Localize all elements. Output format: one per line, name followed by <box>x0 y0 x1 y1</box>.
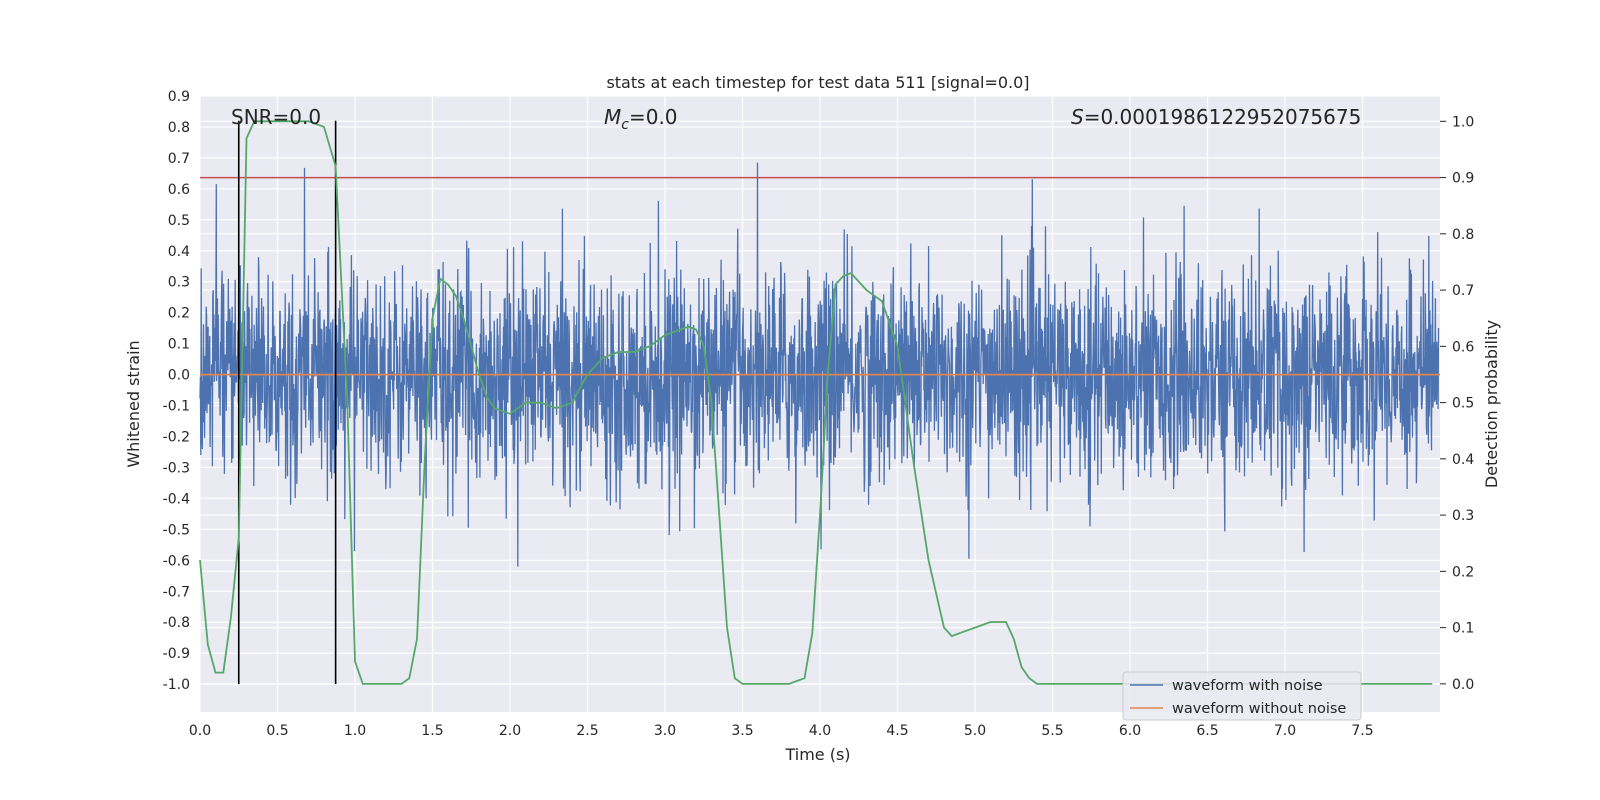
chirp-mass-symbol: M <box>604 105 621 129</box>
x-tick-label: 5.5 <box>1041 723 1063 739</box>
y-tick-label: -0.2 <box>163 430 190 446</box>
chirp-mass-subscript: c <box>621 117 629 133</box>
chart-title: stats at each timestep for test data 511… <box>606 73 1029 92</box>
x-tick-label: 4.5 <box>886 723 908 739</box>
chirp-mass-value: =0.0 <box>629 105 678 129</box>
y-tick-label-right: 0.0 <box>1452 677 1474 693</box>
y-tick-label-right: 0.5 <box>1452 396 1474 412</box>
x-tick-label: 7.5 <box>1351 723 1373 739</box>
x-tick-label: 4.0 <box>809 723 831 739</box>
y-tick-label: 0.9 <box>168 89 190 105</box>
y-axis-label-right: Detection probability <box>1482 320 1501 488</box>
y-tick-label: -0.5 <box>163 522 190 538</box>
legend-label-clean: waveform without noise <box>1172 701 1346 717</box>
x-tick-label: 7.0 <box>1274 723 1296 739</box>
x-tick-label: 3.5 <box>731 723 753 739</box>
legend: waveform with noise waveform without noi… <box>1122 671 1362 721</box>
waveform-with-noise-series <box>199 162 1440 567</box>
x-tick-label: 3.0 <box>654 723 676 739</box>
detection-probability-line <box>199 120 1433 685</box>
x-tick-label: 6.5 <box>1196 723 1218 739</box>
x-tick-label: 0.5 <box>266 723 288 739</box>
s-statistic-annotation: S=0.0001986122952075675 <box>1071 105 1361 129</box>
y-tick-label-right: 1.0 <box>1452 114 1474 130</box>
x-tick-label: 1.5 <box>421 723 443 739</box>
y-tick-label: -0.3 <box>163 460 190 476</box>
y-tick-label: -1.0 <box>163 677 190 693</box>
x-tick-label: 5.0 <box>964 723 986 739</box>
y-tick-label: 0.5 <box>168 213 190 229</box>
x-tick-label: 2.0 <box>499 723 521 739</box>
y-tick-label-right: 0.1 <box>1452 621 1474 637</box>
y-tick-label: -0.4 <box>163 491 190 507</box>
y-tick-label: 0.3 <box>168 275 190 291</box>
y-tick-label: 0.6 <box>168 182 190 198</box>
y-tick-label: 0.8 <box>168 120 190 136</box>
s-statistic-symbol: S <box>1071 105 1084 129</box>
waveform-with-noise-line <box>199 162 1440 567</box>
y-tick-label-right: 0.6 <box>1452 339 1474 355</box>
y-tick-label-right: 0.7 <box>1452 283 1474 299</box>
x-tick-label: 2.5 <box>576 723 598 739</box>
x-tick-label: 1.0 <box>344 723 366 739</box>
y-tick-label: 0.2 <box>168 306 190 322</box>
y-tick-label: -0.8 <box>163 615 190 631</box>
y-axis-ticks: 0.9 0.8 0.7 0.6 0.5 0.4 0.3 0.2 0.1 0.0 -0.1 -0.2 -0… <box>163 89 190 693</box>
series-lines <box>199 120 1440 685</box>
y-tick-label: 0.0 <box>168 368 190 384</box>
snr-annotation: SNR=0.0 <box>231 105 321 129</box>
y-tick-label: 0.7 <box>168 151 190 167</box>
y-tick-label: -0.6 <box>163 553 190 569</box>
x-tick-label: 6.0 <box>1119 723 1141 739</box>
y-tick-label-right: 0.8 <box>1452 227 1474 243</box>
y-tick-label-right: 0.3 <box>1452 508 1474 524</box>
y-tick-label-right: 0.9 <box>1452 171 1474 187</box>
y-tick-label-right: 0.4 <box>1452 452 1474 468</box>
y-tick-label: -0.9 <box>163 646 190 662</box>
y-axis-ticks-right: 0.0 0.1 0.2 0.3 0.4 0.5 0.6 0.7 0.8 0.9 1.0 <box>1440 114 1474 693</box>
legend-box <box>1122 671 1362 721</box>
y-tick-label: -0.1 <box>163 399 190 415</box>
x-tick-label: 0.0 <box>189 723 211 739</box>
chirp-mass-annotation: Mc=0.0 <box>604 105 678 133</box>
legend-label-noise: waveform with noise <box>1172 678 1323 694</box>
x-axis-label: Time (s) <box>784 745 850 764</box>
y-tick-label: -0.7 <box>163 584 190 600</box>
y-tick-label: 0.4 <box>168 244 190 260</box>
y-axis-label: Whitened strain <box>124 340 143 467</box>
s-statistic-value: =0.0001986122952075675 <box>1084 105 1362 129</box>
y-tick-label-right: 0.2 <box>1452 564 1474 580</box>
y-tick-label: 0.1 <box>168 337 190 353</box>
x-axis-ticks: 0.0 0.5 1.0 1.5 2.0 2.5 3.0 3.5 4.0 4.5 5.0 5.5 6.0 6… <box>189 723 1374 739</box>
